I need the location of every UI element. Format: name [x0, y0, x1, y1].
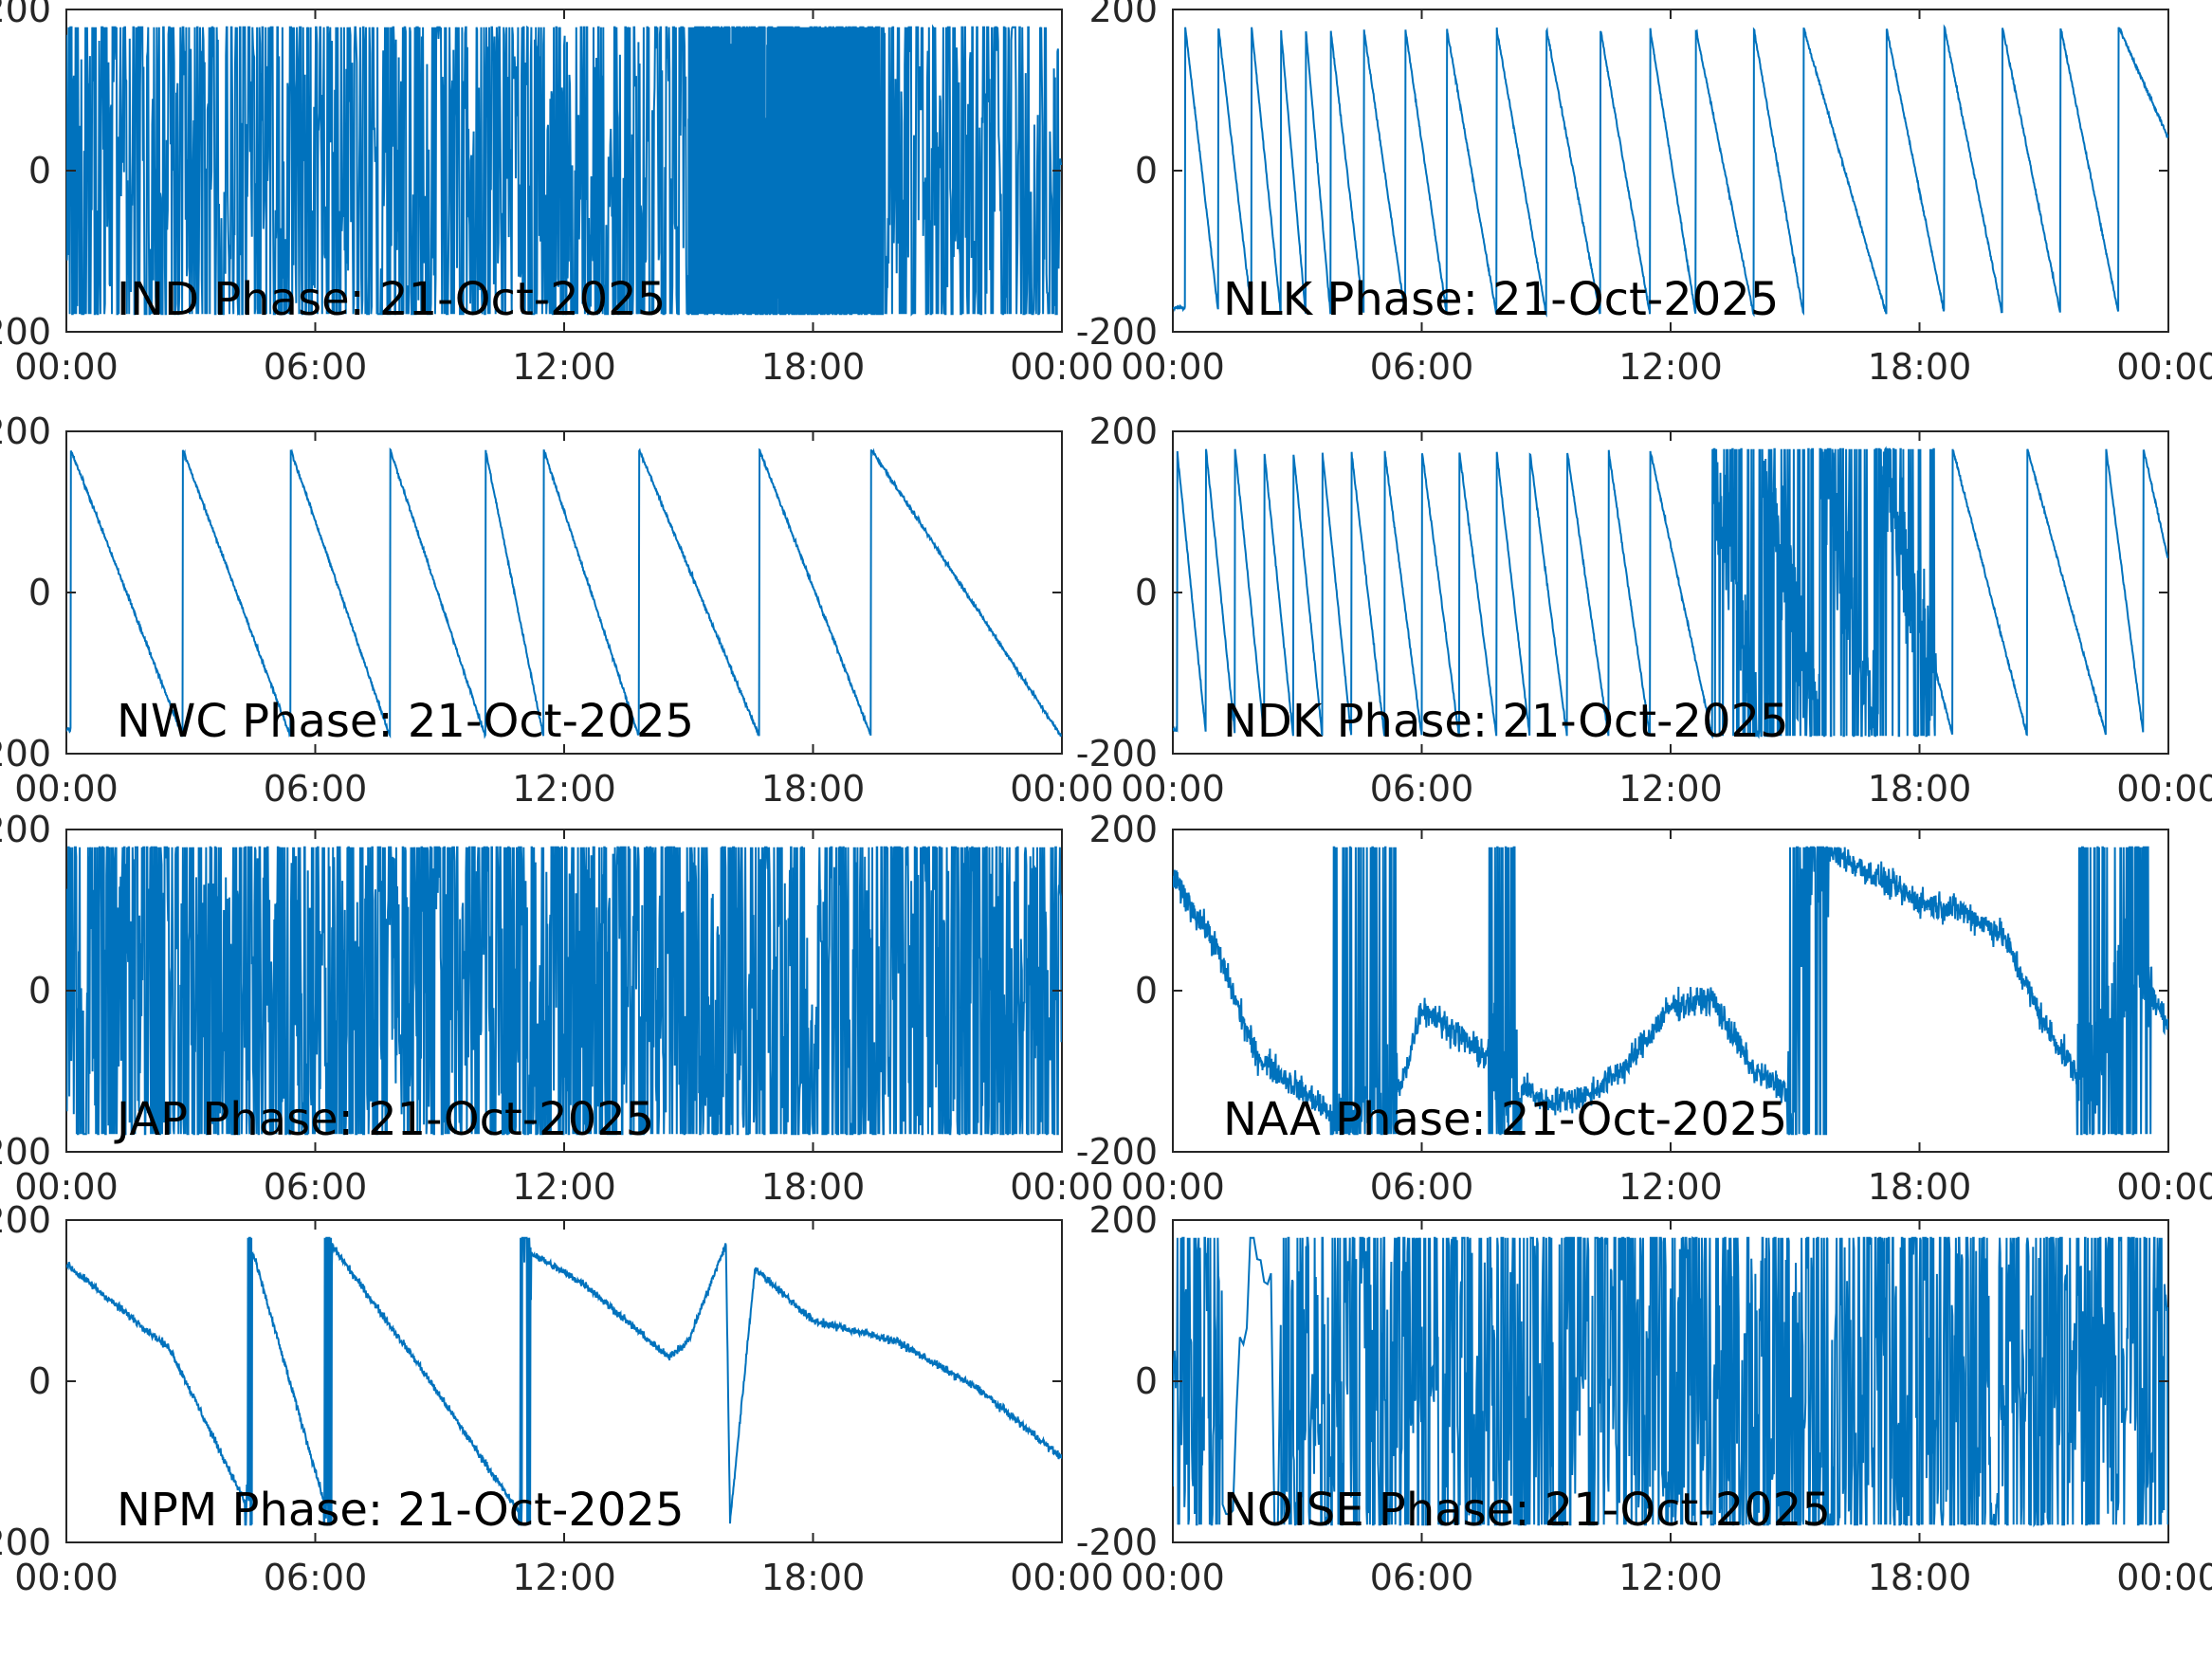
series-line [1173, 846, 2168, 1136]
x-tick-label: 12:00 [512, 1166, 616, 1208]
y-tick-label: 200 [0, 410, 51, 452]
x-tick-label: 06:00 [1370, 346, 1474, 388]
series-line [1173, 446, 2168, 739]
panel-title: NDK Phase: 21-Oct-2025 [1223, 695, 1789, 748]
x-tick-label: 00:00 [1010, 768, 1114, 810]
x-tick-label: 00:00 [14, 1557, 119, 1598]
panel-title: NWC Phase: 21-Oct-2025 [117, 695, 694, 748]
x-tick-label: 06:00 [264, 1557, 368, 1598]
x-tick-label: 00:00 [2116, 1557, 2212, 1598]
y-tick-label: 0 [28, 1360, 51, 1402]
x-tick-label: 12:00 [512, 768, 616, 810]
panel-title: NPM Phase: 21-Oct-2025 [117, 1484, 684, 1537]
x-tick-label: 00:00 [1010, 346, 1114, 388]
x-tick-label: 06:00 [264, 1166, 368, 1208]
x-tick-label: 12:00 [1618, 1557, 1723, 1598]
x-tick-label: 00:00 [14, 1166, 119, 1208]
y-tick-label: 200 [0, 1199, 51, 1241]
panel-title: NAA Phase: 21-Oct-2025 [1223, 1093, 1787, 1146]
x-tick-label: 18:00 [761, 1166, 866, 1208]
y-tick-label: -200 [0, 733, 51, 775]
x-tick-label: 00:00 [2116, 346, 2212, 388]
x-tick-label: 12:00 [512, 346, 616, 388]
y-tick-label: -200 [1076, 1131, 1158, 1173]
series-line [1173, 1236, 2168, 1528]
x-tick-label: 18:00 [1868, 1557, 1972, 1598]
x-tick-label: 06:00 [1370, 1166, 1474, 1208]
y-tick-label: 0 [28, 970, 51, 1012]
x-tick-label: 18:00 [761, 1557, 866, 1598]
y-tick-label: 0 [1135, 1360, 1158, 1402]
y-tick-label: -200 [0, 1131, 51, 1173]
x-tick-label: 06:00 [1370, 1557, 1474, 1598]
series-line [66, 447, 1062, 739]
x-tick-label: 12:00 [512, 1557, 616, 1598]
series-line [1173, 24, 2168, 319]
x-tick-label: 12:00 [1618, 1166, 1723, 1208]
panel-title: JAP Phase: 21-Oct-2025 [114, 1093, 654, 1146]
y-tick-label: 0 [1135, 572, 1158, 613]
y-tick-label: 0 [28, 572, 51, 613]
y-tick-label: 200 [1088, 0, 1158, 30]
x-tick-label: 00:00 [1121, 768, 1225, 810]
x-tick-label: 06:00 [264, 346, 368, 388]
x-tick-label: 00:00 [14, 768, 119, 810]
y-tick-label: 0 [28, 150, 51, 191]
x-tick-label: 18:00 [1868, 768, 1972, 810]
y-tick-label: 0 [1135, 970, 1158, 1012]
y-tick-label: 0 [1135, 150, 1158, 191]
series-line [66, 24, 1062, 317]
y-tick-label: -200 [0, 311, 51, 353]
panel-title: IND Phase: 21-Oct-2025 [117, 273, 666, 326]
x-tick-label: 18:00 [1868, 1166, 1972, 1208]
y-tick-label: -200 [1076, 1522, 1158, 1563]
x-tick-label: 06:00 [1370, 768, 1474, 810]
x-tick-label: 00:00 [2116, 1166, 2212, 1208]
series-line [66, 846, 1062, 1136]
y-tick-label: 200 [0, 809, 51, 850]
axes-frame [1172, 430, 2169, 755]
y-tick-label: 200 [1088, 1199, 1158, 1241]
y-tick-label: -200 [1076, 733, 1158, 775]
panel-title: NOISE Phase: 21-Oct-2025 [1223, 1484, 1831, 1537]
x-tick-label: 00:00 [1121, 346, 1225, 388]
x-tick-label: 00:00 [14, 346, 119, 388]
x-tick-label: 18:00 [761, 768, 866, 810]
x-tick-label: 00:00 [1121, 1557, 1225, 1598]
x-tick-label: 18:00 [1868, 346, 1972, 388]
x-tick-label: 12:00 [1618, 768, 1723, 810]
panel-title: NLK Phase: 21-Oct-2025 [1223, 273, 1779, 326]
x-tick-label: 00:00 [1121, 1166, 1225, 1208]
y-tick-label: -200 [1076, 311, 1158, 353]
x-tick-label: 00:00 [2116, 768, 2212, 810]
y-tick-label: 200 [0, 0, 51, 30]
series-line [66, 1236, 1062, 1526]
x-tick-label: 06:00 [264, 768, 368, 810]
x-tick-label: 00:00 [1010, 1557, 1114, 1598]
x-tick-label: 12:00 [1618, 346, 1723, 388]
y-tick-label: 200 [1088, 809, 1158, 850]
x-tick-label: 00:00 [1010, 1166, 1114, 1208]
y-tick-label: 200 [1088, 410, 1158, 452]
y-tick-label: -200 [0, 1522, 51, 1563]
x-tick-label: 18:00 [761, 346, 866, 388]
